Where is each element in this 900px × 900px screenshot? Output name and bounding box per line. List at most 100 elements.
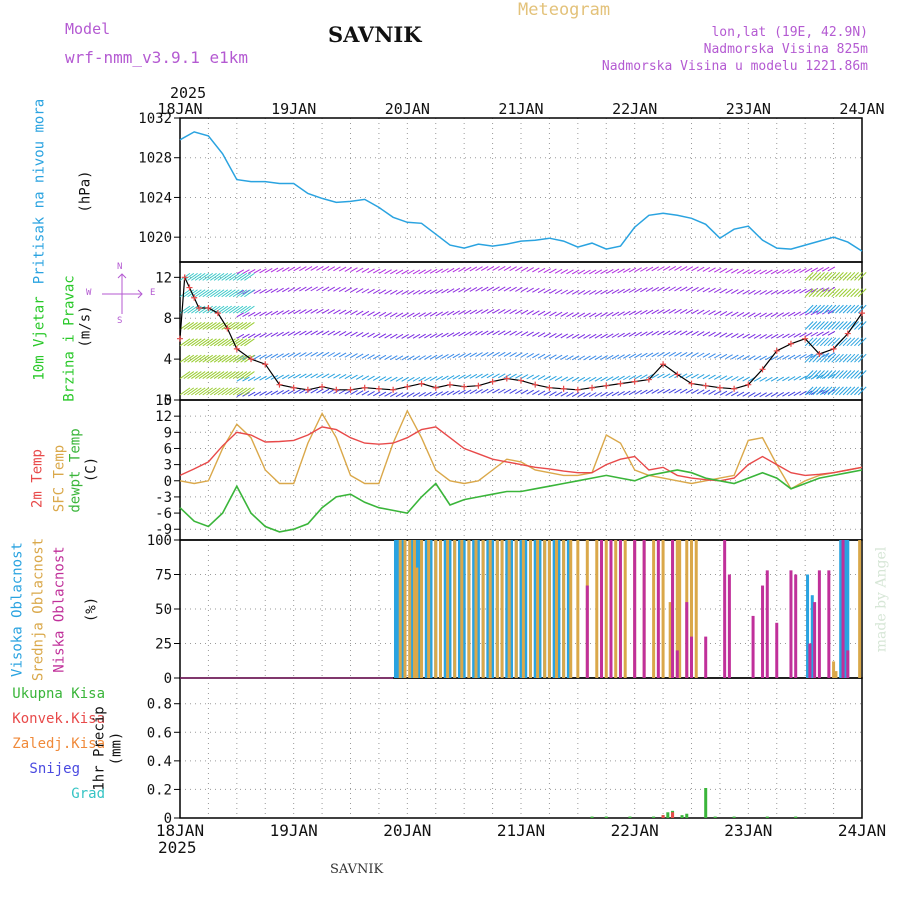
wind-barb <box>217 354 229 363</box>
x-tick-label-top: 19JAN <box>271 100 316 118</box>
wind-barb <box>265 268 273 273</box>
wind-barb <box>685 352 694 357</box>
wind-barb <box>350 389 358 395</box>
wind-barb <box>702 352 711 358</box>
wind-barb <box>696 309 705 315</box>
wind-barb <box>384 312 392 318</box>
cloud-high-bar <box>424 540 428 678</box>
wind-barb <box>293 373 301 379</box>
wind-barb <box>458 310 466 315</box>
wind-barb <box>240 354 251 363</box>
wind-barb <box>526 287 534 293</box>
wind-barb <box>731 354 739 360</box>
wind-barb <box>299 352 307 357</box>
wind-barb <box>662 373 671 379</box>
wind-barb <box>816 386 825 396</box>
y-tick-label: 0 <box>164 474 172 490</box>
wind-barb <box>804 310 813 316</box>
wind-barb <box>424 333 432 339</box>
wind-speed-marker <box>432 384 439 391</box>
wind-barb <box>691 286 699 292</box>
wind-barb <box>480 330 489 336</box>
cloud-high-bar <box>448 540 452 678</box>
wind-barb <box>753 312 762 318</box>
wind-barb <box>713 267 722 273</box>
wind-barb <box>225 289 236 298</box>
wind-barb <box>804 370 814 379</box>
wind-barb <box>532 374 540 380</box>
wind-barb <box>463 266 472 272</box>
wind-barb <box>441 390 449 396</box>
wind-barb <box>634 374 642 380</box>
y-tick-label: -9 <box>155 522 172 538</box>
wind-barb <box>543 390 551 396</box>
wind-barb <box>202 387 214 396</box>
y-tick-label: 0 <box>164 393 172 409</box>
wind-barb <box>600 269 608 275</box>
wind-barb <box>424 289 432 295</box>
wind-barb <box>617 375 625 381</box>
wind-barb <box>857 386 867 396</box>
compass-w: W <box>86 288 92 298</box>
wind-barb <box>799 390 807 396</box>
wind-barb <box>344 352 353 358</box>
wind-barb <box>645 352 654 358</box>
wind-barb <box>827 272 837 281</box>
wind-barb <box>731 391 739 397</box>
wind-barb <box>242 376 250 382</box>
wind-barb <box>228 289 240 298</box>
wind-barb <box>606 354 614 360</box>
wind-barb <box>793 332 802 338</box>
cloud-mid-bar <box>536 540 540 678</box>
wind-barb <box>713 353 722 359</box>
precip-total-bar <box>685 813 689 818</box>
wind-barb <box>401 392 409 398</box>
wind-barb <box>691 266 699 272</box>
wind-barb <box>804 353 814 363</box>
wind-barb <box>823 337 833 347</box>
wind-barb <box>265 310 273 316</box>
y-tick-label: 1032 <box>138 111 172 127</box>
precip-total-bar <box>794 816 798 818</box>
wind-barb <box>854 304 863 314</box>
wind-barb <box>606 268 614 274</box>
wind-barb <box>831 370 841 379</box>
precip-total-bar <box>713 816 717 818</box>
wind-barb <box>816 337 825 347</box>
wind-barb <box>424 354 432 360</box>
wind-barb <box>566 355 574 361</box>
wind-barb <box>731 289 739 295</box>
wind-barb <box>355 288 364 293</box>
compass-s: S <box>117 316 123 326</box>
wind-barb <box>183 289 195 298</box>
cloud-low-bar <box>841 540 845 678</box>
wind-barb <box>702 267 711 272</box>
wind-barb <box>350 353 358 359</box>
wind-barb <box>799 288 807 294</box>
wind-barb <box>446 332 455 338</box>
wind-speed-marker <box>844 330 851 337</box>
wind-barb <box>588 269 597 275</box>
wind-barb <box>191 305 202 314</box>
wind-barb <box>782 354 790 360</box>
wind-barb <box>232 272 244 281</box>
wind-barb <box>842 304 852 314</box>
wind-barb <box>560 354 569 360</box>
wind-barb <box>441 375 449 381</box>
wind-barb <box>310 265 318 271</box>
wind-speed-marker <box>446 381 453 388</box>
wind-barb <box>827 330 836 336</box>
wind-barb <box>463 331 472 337</box>
wind-barb <box>338 266 347 272</box>
wind-barb <box>594 355 603 361</box>
wind-speed-marker <box>333 386 340 393</box>
wind-barb <box>310 286 318 292</box>
wind-barb <box>842 386 852 396</box>
wind-barb <box>640 266 648 272</box>
wind-barb <box>463 352 472 358</box>
wind-barb <box>429 333 438 339</box>
wind-barb <box>452 374 461 380</box>
wind-barb <box>577 392 586 398</box>
wind-barb <box>418 391 426 397</box>
wind-barb <box>611 375 620 381</box>
